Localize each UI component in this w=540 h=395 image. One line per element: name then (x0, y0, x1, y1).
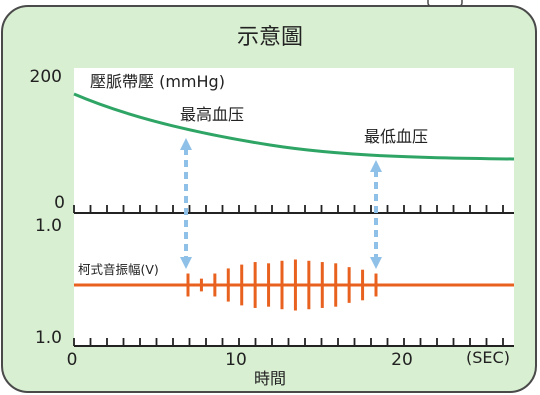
upper-axis-ticks (73, 205, 504, 213)
x-unit-label: (SEC) (466, 348, 510, 367)
systolic-label: 最高血压 (180, 105, 244, 124)
diastolic-arrow (370, 160, 382, 269)
korotkoff-pulses (186, 259, 378, 311)
x-tick-label-10: 10 (225, 350, 247, 370)
lower-y-bottom-label: 1.0 (35, 328, 62, 348)
lower-axis-ticks (73, 338, 504, 346)
korotkoff-label: 柯式音振幅(V) (78, 262, 159, 277)
cuff-pressure-label: 壓脈帶壓 (mmHg) (90, 72, 225, 91)
x-axis-title: 時間 (254, 369, 286, 388)
x-tick-label-20: 20 (391, 350, 413, 370)
diastolic-label: 最低血压 (364, 127, 428, 146)
cuff-pressure-curve (73, 92, 515, 161)
diagram-title: 示意圖 (237, 25, 303, 50)
systolic-arrow (180, 138, 192, 269)
upper-y-max-label: 200 (30, 67, 62, 87)
x-tick-label-0: 0 (67, 350, 78, 370)
lower-y-top-label: 1.0 (35, 216, 62, 236)
upper-y-min-label: 0 (54, 193, 65, 213)
